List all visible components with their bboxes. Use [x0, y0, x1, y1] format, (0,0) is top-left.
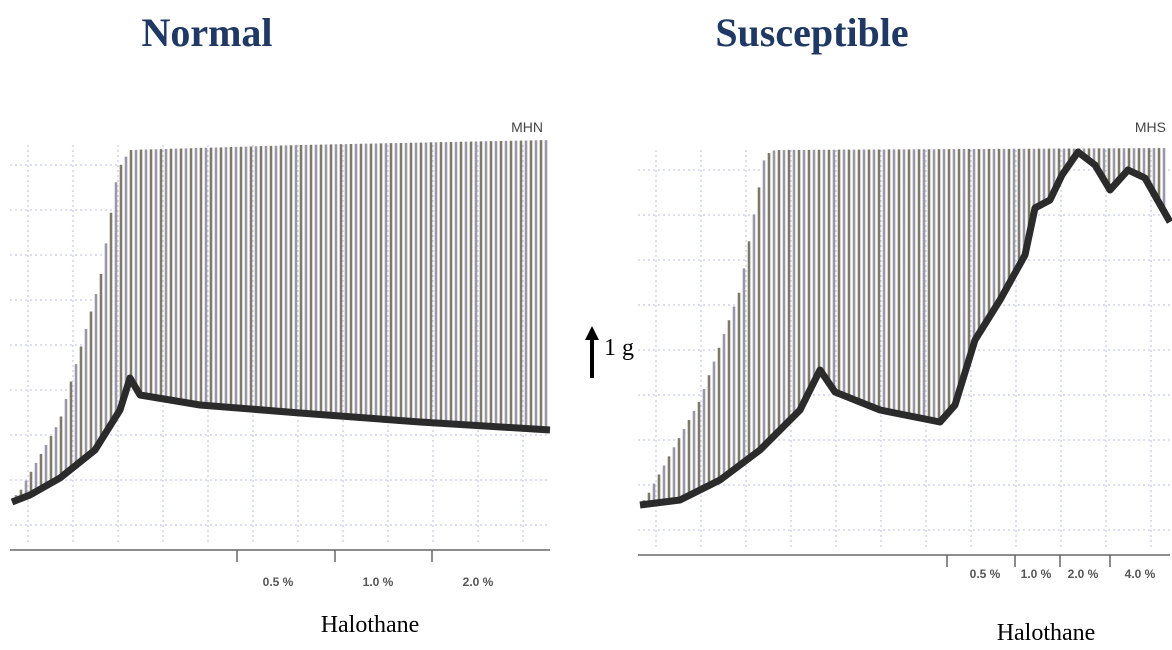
trace-panel: 0.5 % 1.0 % 2.0 % 4.0 % [638, 148, 1172, 581]
panel-label: MHS [1135, 119, 1166, 135]
scale-label: 1 g [604, 335, 634, 361]
dose-label: 2.0 % [1068, 567, 1099, 581]
panel-title: Susceptible [715, 10, 908, 55]
baseline-trace [10, 374, 551, 506]
dose-label: 1.0 % [363, 575, 394, 589]
baseline-trace [639, 148, 1172, 509]
scale-bar [585, 326, 599, 378]
trace-panel: 0.5 % 1.0 % 2.0 % [10, 140, 551, 589]
traces: 0.5 % 1.0 % 2.0 % 0.5 % 1.0 % 2.0 % 4.0 % [10, 140, 1172, 589]
panel-title: Normal [141, 10, 272, 55]
panel-label: MHN [511, 119, 543, 135]
dose-label: 0.5 % [970, 567, 1001, 581]
dose-label: 2.0 % [463, 575, 494, 589]
dose-label: 1.0 % [1021, 567, 1052, 581]
dose-label: 4.0 % [1125, 567, 1156, 581]
axis-label: Halothane [997, 620, 1096, 646]
dose-label: 0.5 % [263, 575, 294, 589]
axis-label: Halothane [321, 612, 420, 638]
